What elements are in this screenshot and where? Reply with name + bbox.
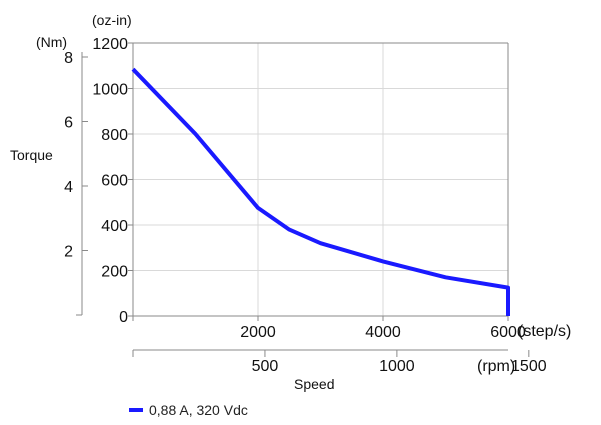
x-rpm-unit-label: (rpm) <box>477 358 515 375</box>
nm-tick-label: 8 <box>64 50 73 67</box>
legend-label: 0,88 A, 320 Vdc <box>149 402 248 418</box>
nm-tick-label: 4 <box>64 179 73 196</box>
ozin-tick-label: 400 <box>101 218 128 235</box>
series-group <box>131 67 510 316</box>
ozin-tick-label: 200 <box>101 264 128 281</box>
x-steps-unit-label: (step/s) <box>518 323 571 340</box>
nm-unit-label: (Nm) <box>36 34 67 50</box>
ozin-tick-label: 600 <box>101 173 128 190</box>
ozin-tick-label: 0 <box>119 309 128 326</box>
nm-tick-label: 2 <box>64 244 73 261</box>
rpm-tick-label: 1500 <box>511 358 547 375</box>
legend: 0,88 A, 320 Vdc <box>129 402 248 418</box>
rpm-tick-label: 500 <box>252 358 279 375</box>
rpm-tick-label: 1000 <box>379 358 415 375</box>
nm-tick-label: 6 <box>64 115 73 132</box>
y-axis-title: Torque <box>10 147 53 163</box>
ozin-tick-label: 1200 <box>92 36 128 53</box>
grid <box>133 43 508 316</box>
series-line <box>131 67 510 316</box>
ozin-unit-label: (oz-in) <box>92 12 132 28</box>
x-axis-title: Speed <box>294 376 334 392</box>
ozin-tick-label: 1000 <box>92 82 128 99</box>
ozin-tick-label: 800 <box>101 127 128 144</box>
steps-tick-label: 6000 <box>490 324 526 341</box>
steps-tick-label: 4000 <box>365 324 401 341</box>
steps-tick-label: 2000 <box>240 324 276 341</box>
